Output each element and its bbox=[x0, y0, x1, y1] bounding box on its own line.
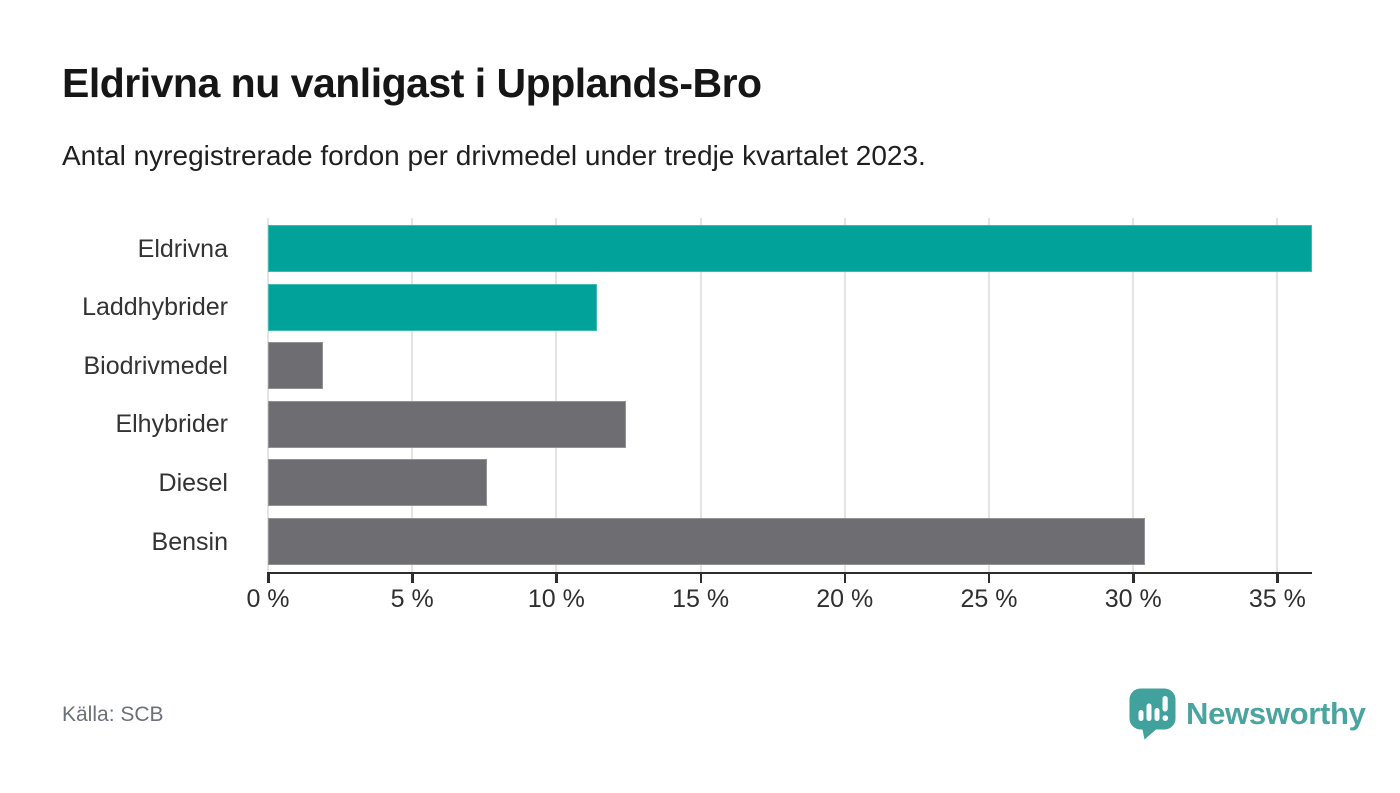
category-label-laddhybrider: Laddhybrider bbox=[82, 293, 228, 322]
category-label-bensin: Bensin bbox=[151, 527, 228, 556]
y-axis-labels: Eldrivna Laddhybrider Biodrivmedel Elhybrid… bbox=[0, 218, 248, 572]
plot-area: 0 % 5 % 10 % 15 % 20 % 25 % 30 % 35 % bbox=[246, 218, 1312, 613]
chart-subtitle: Antal nyregistrerade fordon per drivmede… bbox=[62, 140, 926, 171]
bar-bensin bbox=[268, 518, 1145, 565]
bar-eldrivna bbox=[268, 225, 1312, 272]
x-axis-tick-label-15: 15 % bbox=[672, 585, 730, 613]
bar-biodrivmedel bbox=[268, 342, 323, 390]
x-axis-tick-label-10: 10 % bbox=[527, 585, 585, 613]
chart-title: Eldrivna nu vanligast i Upplands-Bro bbox=[62, 60, 762, 106]
x-axis-tick-10 bbox=[555, 572, 558, 583]
x-axis-tick-label-0: 0 % bbox=[246, 585, 290, 613]
x-axis-tick-15 bbox=[699, 572, 703, 583]
category-label-diesel: Diesel bbox=[158, 468, 228, 497]
gridline-5 bbox=[411, 218, 414, 572]
gridline-20 bbox=[843, 218, 846, 572]
x-axis-tick-30 bbox=[1132, 572, 1135, 583]
newsworthy-logo: Newsworthy bbox=[1128, 687, 1366, 740]
gridline-10 bbox=[555, 218, 558, 572]
category-label-biodrivmedel: Biodrivmedel bbox=[83, 351, 228, 380]
x-axis-tick-5 bbox=[411, 572, 414, 583]
x-axis-tick-35 bbox=[1276, 572, 1279, 583]
x-axis-tick-label-35: 35 % bbox=[1248, 585, 1306, 613]
bar-diesel bbox=[268, 459, 488, 507]
bar-elhybrider bbox=[268, 400, 626, 448]
newsworthy-logo-text: Newsworthy bbox=[1186, 695, 1366, 731]
gridline-0 bbox=[267, 218, 269, 572]
gridline-15 bbox=[699, 218, 702, 572]
x-axis-line bbox=[268, 571, 1312, 574]
x-axis-tick-label-25: 25 % bbox=[960, 585, 1018, 613]
bar-laddhybrider bbox=[268, 283, 597, 331]
gridline-35 bbox=[1276, 218, 1279, 572]
x-axis-tick-20 bbox=[843, 572, 847, 583]
source-label: Källa: SCB bbox=[62, 703, 164, 726]
x-axis-tick-0 bbox=[267, 572, 270, 583]
x-axis-tick-25 bbox=[987, 572, 991, 583]
gridline-25 bbox=[987, 218, 990, 572]
category-label-eldrivna: Eldrivna bbox=[137, 234, 228, 263]
x-axis-tick-label-5: 5 % bbox=[390, 585, 434, 613]
newsworthy-pin-icon bbox=[1128, 687, 1177, 740]
x-axis-tick-label-20: 20 % bbox=[816, 585, 874, 613]
category-label-elhybrider: Elhybrider bbox=[115, 410, 228, 439]
gridline-30 bbox=[1132, 218, 1135, 572]
x-axis-tick-label-30: 30 % bbox=[1104, 585, 1162, 613]
